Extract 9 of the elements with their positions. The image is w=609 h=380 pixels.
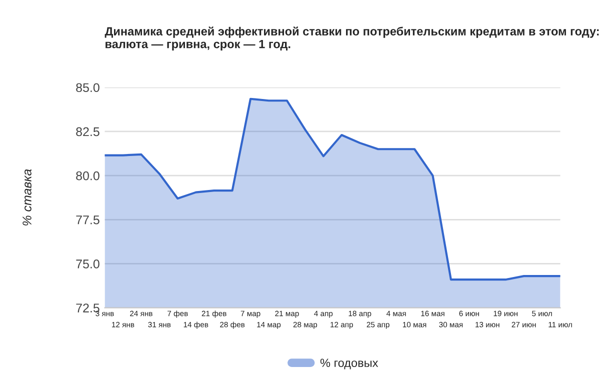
y-tick-label: 77.5: [76, 216, 100, 224]
y-tick-label: 72.5: [76, 304, 100, 312]
y-tick-label: 80.0: [76, 171, 100, 180]
y-tick-label: 85.0: [76, 83, 100, 92]
legend-label: % годовых: [320, 358, 378, 370]
y-tick-label: 82.5: [76, 127, 100, 136]
chart-title: Динамика средней эффективной ставки по потребительским кредитам в этом году: валюта — гривна, срок — 1 год.: [104, 26, 599, 51]
y-tick-label: 75.0: [76, 260, 100, 268]
y-axis-title: % ставка: [22, 169, 32, 226]
